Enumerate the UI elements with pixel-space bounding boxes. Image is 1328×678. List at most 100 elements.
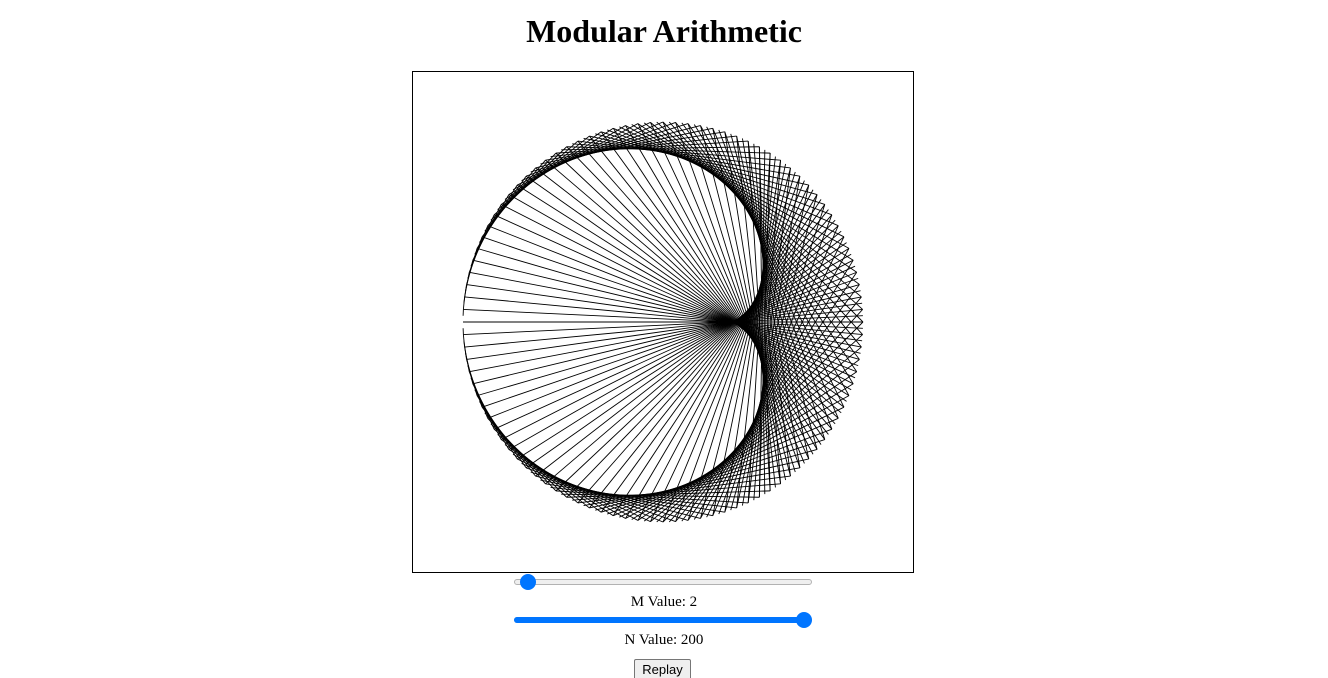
chord-line [481, 236, 859, 367]
chord-line [741, 176, 801, 506]
chord-line [612, 128, 822, 445]
chord-line [472, 259, 861, 354]
chord-line [600, 131, 826, 440]
chord-line [712, 225, 839, 516]
chord-line [625, 125, 850, 249]
page-title: Modular Arithmetic [526, 13, 802, 49]
modular-circle-canvas [412, 71, 914, 573]
chord-line [525, 242, 847, 469]
chord-line [487, 225, 857, 373]
chord-line [650, 184, 810, 522]
chord-line [516, 248, 850, 460]
chord-line [747, 153, 771, 503]
n-slider-thumb[interactable] [796, 612, 812, 628]
chord-line [741, 138, 801, 468]
chord-line [613, 127, 839, 227]
chord-line [466, 284, 863, 342]
chord-line [650, 346, 862, 522]
chord-line [687, 171, 796, 521]
chord-line [662, 321, 864, 523]
chord-line [466, 302, 863, 360]
replay-button[interactable]: Replay [634, 659, 691, 678]
chord-line [476, 284, 860, 397]
chord-line [535, 236, 845, 477]
chord-line [463, 315, 863, 336]
chord-line [493, 214, 856, 379]
chord-line [675, 176, 801, 522]
chord-line [481, 277, 859, 408]
chord-line [550, 135, 737, 158]
chord-line [464, 296, 863, 336]
m-slider-thumb[interactable] [519, 574, 536, 590]
chord-line [736, 135, 810, 460]
chord-line [555, 152, 839, 419]
chord-line [668, 121, 863, 335]
chord-line [508, 253, 852, 450]
chord-line [625, 194, 818, 519]
chord-line [589, 209, 829, 509]
chord-line [662, 180, 805, 523]
chord-line [577, 140, 833, 430]
chord-line [700, 248, 850, 519]
chord-line [700, 125, 850, 396]
chord-line [540, 479, 713, 517]
chord-line [736, 135, 776, 488]
n-slider-fill [514, 617, 804, 623]
chord-line [662, 121, 864, 323]
chord-lines [462, 121, 864, 523]
chord-line [500, 259, 854, 440]
chord-line [566, 146, 771, 154]
chord-line [472, 290, 861, 385]
chord-line [500, 204, 854, 385]
chord-line [637, 123, 814, 455]
chord-line [724, 204, 826, 513]
chord-line [687, 272, 858, 521]
chord-line [521, 121, 664, 181]
chord-line [600, 204, 826, 513]
chord-line [555, 225, 839, 492]
chord-line [712, 128, 787, 481]
chord-line [631, 383, 854, 520]
chord-line [712, 163, 787, 516]
chord-line [753, 143, 782, 484]
chord-line [758, 146, 766, 495]
chord-line [516, 184, 850, 396]
chord-line [521, 463, 664, 523]
chord-line [718, 214, 833, 515]
chord-line [555, 490, 749, 504]
chord-line [545, 159, 842, 414]
chord-line [681, 284, 860, 522]
chord-line [577, 475, 791, 504]
chord-line [625, 125, 818, 450]
chord-line [724, 131, 782, 484]
chord-line [583, 138, 800, 177]
chord-line [668, 309, 863, 523]
chord-line [464, 308, 863, 348]
chord-line [566, 146, 836, 425]
n-value-slider[interactable] [514, 612, 812, 628]
chord-line [730, 194, 818, 511]
chord-line [572, 483, 781, 501]
chord-line [637, 123, 857, 273]
n-value-label: N Value: 200 [624, 632, 704, 648]
m-value-label: M Value: 2 [630, 594, 698, 610]
chord-line [753, 160, 782, 501]
m-slider-track [514, 579, 812, 585]
chord-line [693, 259, 854, 520]
chord-line [525, 175, 847, 402]
chord-line [706, 126, 845, 408]
chord-line [681, 122, 860, 360]
chord-line [687, 123, 796, 473]
chord-line [577, 214, 833, 504]
chord-line [613, 417, 839, 517]
chord-line [476, 247, 860, 360]
chord-line [595, 449, 818, 511]
chord-line [595, 133, 818, 195]
chord-line [643, 359, 860, 522]
chord-line [493, 265, 856, 430]
chord-line [545, 230, 842, 485]
m-value-slider[interactable] [514, 574, 812, 590]
chord-line [637, 189, 814, 521]
chord-line [462, 334, 466, 348]
chord-line [463, 308, 863, 329]
